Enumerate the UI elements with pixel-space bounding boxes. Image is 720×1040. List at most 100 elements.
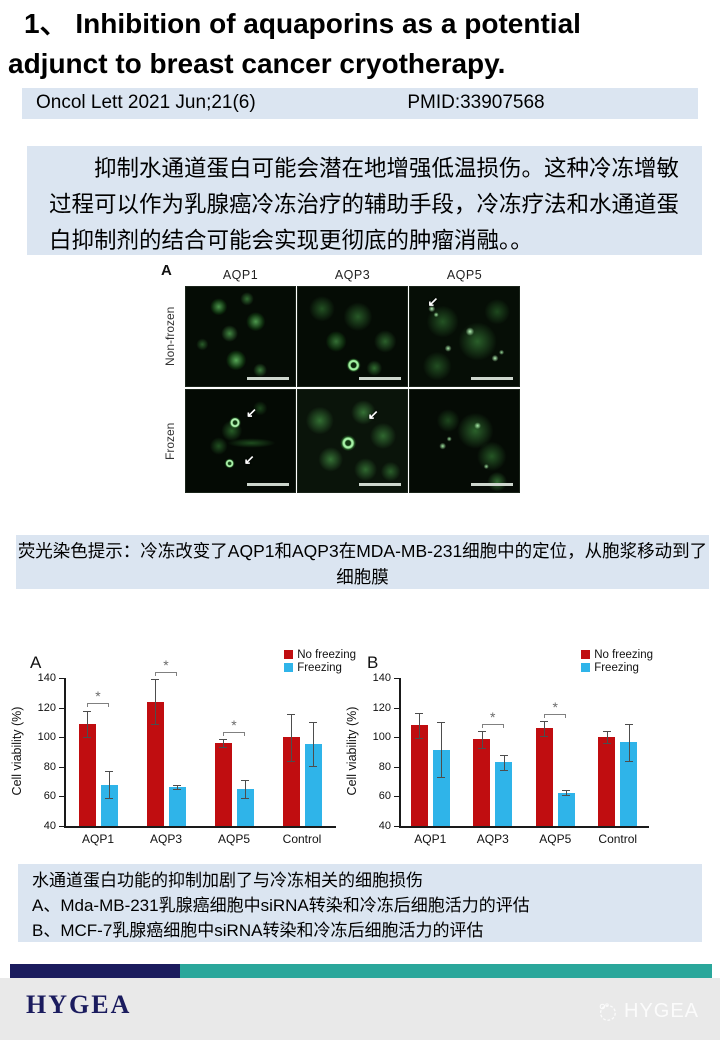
y-tick-label: 100 [372, 731, 391, 744]
error-bar-cap [287, 713, 295, 715]
chart-legend: No freezing Freezing [284, 648, 356, 674]
hygea-watermark-text: HYGEA [624, 1000, 700, 1022]
data-bar-no-freezing [282, 737, 300, 826]
error-bar-cap [499, 769, 508, 771]
y-tick-mark [59, 766, 64, 768]
significance-bracket [155, 672, 177, 677]
scale-bar [247, 377, 289, 380]
slide-title-line2: adjunct to breast cancer cryotherapy. [8, 48, 506, 79]
figure-column-header: AQP1 [222, 268, 259, 282]
y-tick-label: 140 [37, 672, 56, 684]
y-tick-label: 120 [372, 701, 391, 714]
data-bar-freezing [432, 749, 450, 826]
bottom-caption-box: 水通道蛋白功能的抑制加剧了与冷冻相关的细胞损伤 A、Mda-MB-231乳腺癌细… [18, 864, 702, 942]
error-bar-cap [562, 790, 571, 792]
y-tick-label: 60 [378, 790, 391, 803]
error-bar-cap [477, 747, 486, 749]
figure-row-label: Non-frozen [163, 306, 177, 367]
annotation-arrow-icon: ↙ [367, 407, 379, 423]
significance-asterisk: * [552, 698, 558, 715]
error-bar-cap [499, 754, 508, 756]
error-bar-cap [151, 679, 159, 681]
error-bar-cap [562, 794, 571, 796]
error-bar-cap [241, 780, 249, 782]
error-bar [291, 713, 292, 761]
legend-label: No freezing [594, 648, 653, 661]
significance-asterisk: * [95, 688, 101, 705]
data-bar-no-freezing [78, 723, 96, 826]
footer-bar-teal-segment [180, 964, 712, 978]
journal-reference: Oncol Lett 2021 Jun;21(6) [36, 92, 256, 113]
data-bar-freezing [557, 792, 575, 826]
error-bar-cap [173, 784, 181, 786]
data-bar-no-freezing [598, 737, 616, 826]
hygea-logo: HYGEA [26, 990, 132, 1019]
data-bar-freezing [236, 789, 254, 826]
data-bar-freezing [620, 742, 638, 826]
hygea-emblem-icon [599, 1002, 616, 1021]
bar-chart-a: A Cell viability (%) 40 60 80 100 120 140 AQP1 AQ… [10, 645, 368, 857]
x-category-label: AQP1 [414, 832, 447, 846]
error-bar [245, 780, 246, 798]
error-bar-cap [437, 777, 446, 779]
x-category-label: AQP5 [217, 832, 250, 846]
significance-asterisk: * [163, 657, 169, 674]
y-tick-label: 40 [378, 820, 391, 832]
legend-swatch [284, 663, 294, 672]
error-bar [566, 790, 568, 795]
hygea-watermark: HYGEA [596, 1000, 699, 1023]
x-category-label: Control [282, 832, 322, 846]
x-axis-line [64, 826, 336, 828]
error-bar-cap [173, 789, 181, 790]
significance-bracket [544, 713, 567, 718]
figure-caption-bar: 荧光染色提示：冷冻改变了AQP1和AQP3在MDA-MB-231细胞中的定位，从… [16, 535, 709, 589]
error-bar [313, 721, 314, 767]
legend-swatch [581, 650, 591, 659]
legend-swatch [284, 650, 294, 659]
error-bar [177, 784, 178, 789]
error-bar-cap [83, 710, 91, 712]
error-bar-cap [602, 731, 611, 733]
y-tick-mark [394, 796, 399, 798]
error-bar-cap [415, 712, 424, 714]
y-tick-mark [394, 826, 399, 827]
x-axis-line [399, 826, 649, 828]
micrograph-panel: ↙ [297, 389, 408, 493]
legend-item: No freezing [284, 648, 356, 661]
error-bar-cap [219, 739, 227, 741]
error-bar-cap [241, 797, 249, 799]
data-bar-no-freezing [214, 743, 232, 826]
y-tick-label: 80 [43, 760, 56, 773]
error-bar [441, 722, 443, 778]
significance-bracket [481, 723, 504, 728]
figure-column-header: AQP3 [334, 268, 371, 282]
figure-row-label: Frozen [163, 422, 177, 460]
error-bar-cap [309, 721, 317, 723]
error-bar-cap [624, 760, 633, 762]
y-tick-label: 40 [43, 820, 56, 832]
legend-item: Freezing [581, 661, 653, 674]
error-bar [481, 731, 483, 748]
journal-reference-bar: Oncol Lett 2021 Jun;21(6) PMID:33907568 [22, 88, 698, 119]
y-tick-label: 80 [378, 760, 391, 773]
y-tick-mark [59, 707, 64, 709]
error-bar-cap [287, 760, 295, 762]
error-bar [419, 712, 421, 738]
y-tick-mark [394, 737, 399, 739]
legend-item: No freezing [581, 648, 653, 661]
error-bar-cap [105, 771, 113, 773]
error-bar-cap [415, 737, 424, 739]
error-bar [503, 754, 505, 770]
error-bar-cap [105, 797, 113, 799]
figure-column-header: AQP5 [446, 268, 483, 282]
error-bar-cap [151, 723, 159, 725]
chart-legend: No freezing Freezing [581, 648, 653, 674]
scale-bar [359, 377, 401, 380]
significance-bracket [223, 732, 245, 737]
legend-label: Freezing [594, 661, 639, 674]
error-bar-cap [477, 731, 486, 733]
y-tick-label: 100 [37, 731, 56, 744]
legend-swatch [581, 663, 591, 672]
figure-panel-label: A [161, 262, 172, 279]
